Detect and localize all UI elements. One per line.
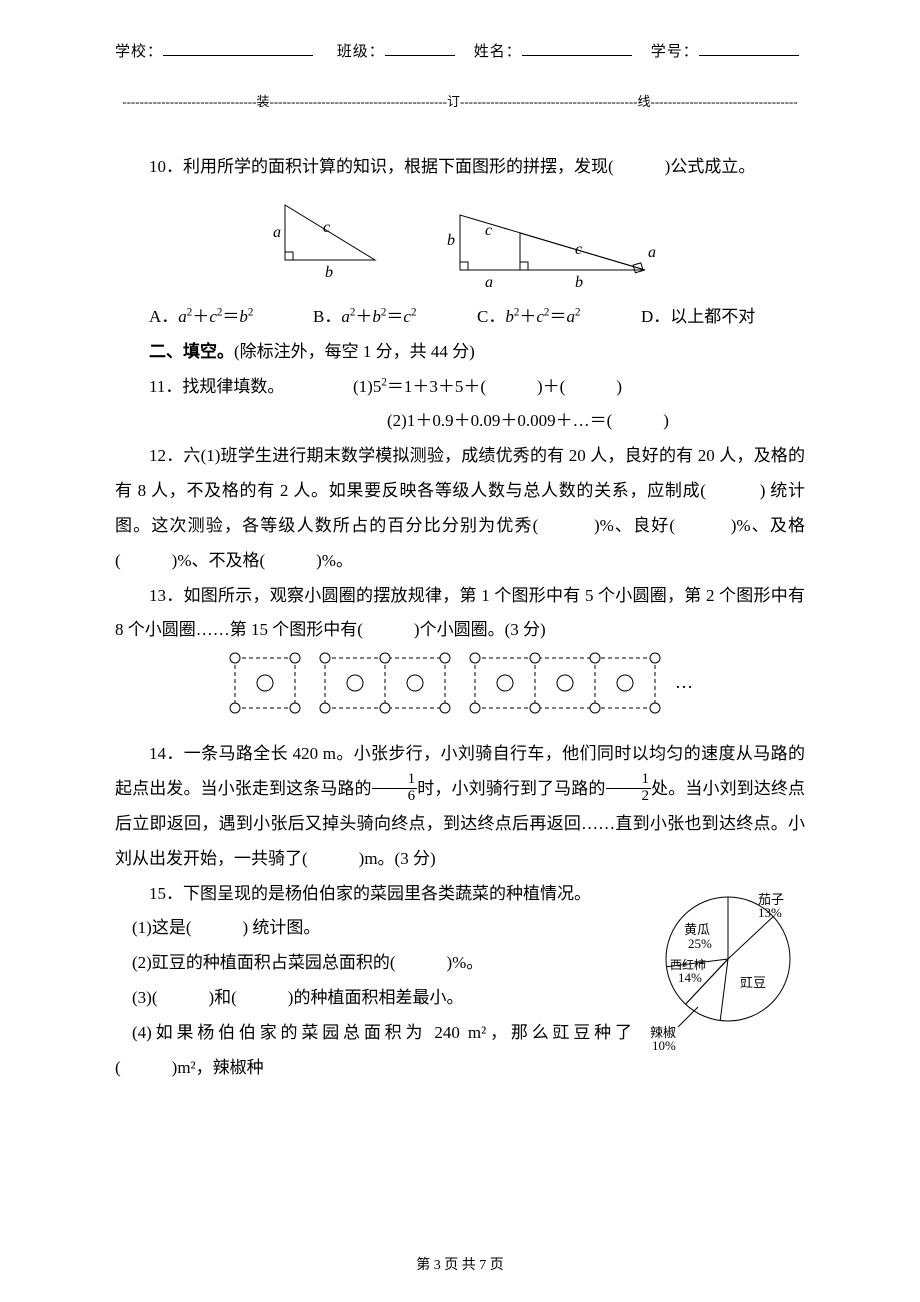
optB-plus: ＋ [355,307,372,326]
triangle-big: b c a b c a [445,195,665,295]
school-blank[interactable] [163,41,313,56]
q14-f2n: 1 [606,772,652,789]
q13-stem: 13．如图所示，观察小圆圈的摆放规律，第 1 个图形中有 5 个小圆圈，第 2 … [115,579,805,649]
optA-plus: ＋ [192,307,209,326]
q11-stem: 11．找规律填数。 [115,370,353,405]
q10-optB: B．a2＋b2＝c2 [313,300,477,335]
pie-pct-pepper: 10% [652,1038,676,1051]
q14-frac2: 12 [606,772,652,805]
pie-lbl-cucumber: 黄瓜 [684,922,710,937]
q11-part2: (2)1＋0.9＋0.09＋0.009＋…＝( ) [115,404,805,439]
pie-pct-cucumber: 25% [688,936,712,951]
optB-a: a [341,307,350,326]
dash-4: ---------------------------------- [651,94,798,109]
optC-pre: C． [477,307,505,326]
sec2-note: (除标注外，每空 1 分，共 44 分) [234,342,475,361]
binding-line: -------------------------------装--------… [115,91,805,110]
tri-big-a1: a [485,274,493,291]
pie-pct-eggplant: 13% [758,905,782,920]
optA-pre: A． [149,307,178,326]
q10-options: A．a2＋c2＝b2 B．a2＋b2＝c2 C．b2＋c2＝a2 D．以上都不对 [149,300,805,335]
q13-figure-row: … [115,652,805,733]
dash-3: ----------------------------------------… [460,94,638,109]
ding: 订 [447,94,460,109]
q11: 11．找规律填数。 (1)52＝1＋3＋5＋( )＋( ) [115,370,805,405]
optC-plus: ＋ [519,307,536,326]
dash-2: ----------------------------------------… [269,94,447,109]
page: 学校： 班级： 姓名： 学号： ------------------------… [0,0,920,1302]
optA-b: b [239,307,248,326]
tri-small-c: c [323,219,330,236]
q12: 12．六(1)班学生进行期末数学模拟测验，成绩优秀的有 20 人，良好的有 20… [115,439,805,578]
q11-p1a: (1)5 [353,377,381,396]
optC-eq: ＝ [549,307,566,326]
name-label: 姓名： [474,44,522,60]
q13-patterns: … [225,652,695,720]
q14-f2d: 2 [606,789,652,805]
page-footer: 第 3 页 共 7 页 [0,1254,920,1274]
xian: 线 [638,94,651,109]
q15: 茄子 13% 黄瓜 25% 西红柿 14% 辣椒 10% 豇豆 15．下图呈现的… [115,877,805,1086]
q14-frac1: 16 [372,772,418,805]
q14-b: 时，小刘骑行到了马路的 [417,779,605,798]
name-blank[interactable] [522,41,632,56]
optC-a: a [566,307,575,326]
tri-small-a: a [273,224,281,241]
q13-ellipsis: … [675,672,693,692]
q14: 14．一条马路全长 420 m。小张步行，小刘骑自行车，他们同时以均匀的速度从马… [115,737,805,876]
optC-c: c [536,307,544,326]
q10-stem: 10．利用所学的面积计算的知识，根据下面图形的拼摆，发现( )公式成立。 [115,150,805,185]
pie-lbl-cowpea: 豇豆 [740,975,766,990]
dash-1: ------------------------------- [122,94,256,109]
body: 10．利用所学的面积计算的知识，根据下面图形的拼摆，发现( )公式成立。 a b… [115,150,805,1086]
id-blank[interactable] [699,41,799,56]
optC-b: b [505,307,514,326]
tri-big-c2: c [575,241,582,258]
pie-pct-tomato: 14% [678,970,702,985]
optB-eq: ＝ [386,307,403,326]
optB-b: b [372,307,381,326]
school-label: 学校： [115,44,163,60]
class-label: 班级： [337,44,385,60]
q10-optD: D．以上都不对 [641,300,805,335]
optA-c: c [209,307,217,326]
q11-p1b: ＝1＋3＋5＋( )＋( ) [387,377,622,396]
q10-optC: C．b2＋c2＝a2 [477,300,641,335]
zhuang: 装 [256,94,269,109]
q11-part1: (1)52＝1＋3＋5＋( )＋( ) [353,370,622,405]
tri-big-b1: b [447,232,455,249]
class-blank[interactable] [385,41,455,56]
optB-pre: B． [313,307,341,326]
sec2-heading: 二、填空。(除标注外，每空 1 分，共 44 分) [115,335,805,370]
id-label: 学号： [651,44,699,60]
q14-f1d: 6 [372,789,418,805]
optA-eq: ＝ [222,307,239,326]
q10-optA: A．a2＋c2＝b2 [149,300,313,335]
q14-f1n: 1 [372,772,418,789]
tri-big-a2: a [648,244,656,261]
tri-small-b: b [325,264,333,281]
header-fields: 学校： 班级： 姓名： 学号： [115,40,805,61]
tri-big-b2: b [575,274,583,291]
pie-chart: 茄子 13% 黄瓜 25% 西红柿 14% 辣椒 10% 豇豆 [640,881,805,1064]
optB-c: c [403,307,411,326]
triangle-small: a b c [255,195,385,285]
optA-a: a [178,307,187,326]
sec2-title: 二、填空。 [149,342,234,361]
q10-figures: a b c b c a b c a [115,195,805,295]
tri-big-c1: c [485,222,492,239]
